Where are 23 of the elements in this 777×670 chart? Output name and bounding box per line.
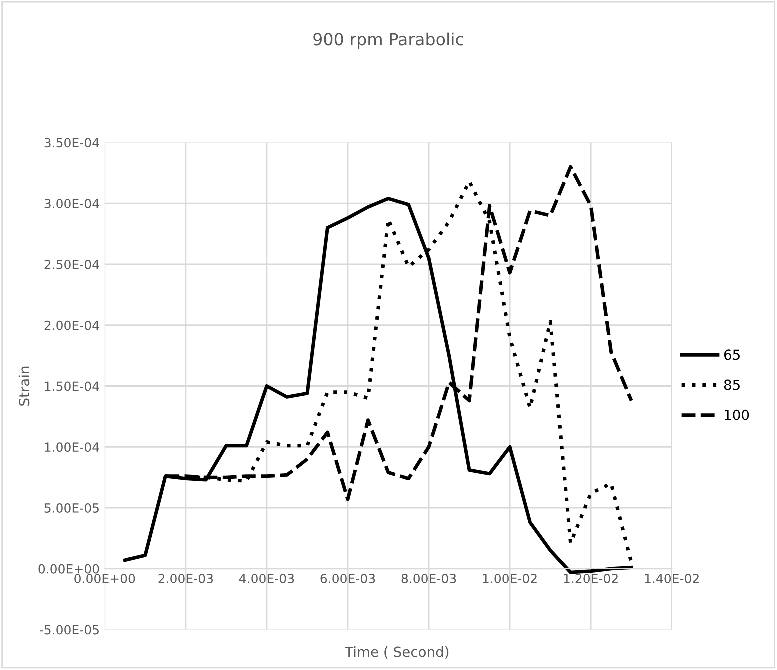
x-tick-label: 1.20E-02: [564, 574, 618, 584]
y-tick-label: 5.00E-05: [44, 504, 99, 513]
y-axis-title: Strain: [18, 366, 30, 406]
y-tick-label: 3.00E-04: [44, 199, 100, 209]
chart-title: 900 rpm Parabolic: [314, 32, 464, 49]
legend-label: 100: [725, 410, 750, 420]
legend-label: 65: [724, 350, 740, 360]
y-tick-label: 2.00E-04: [44, 320, 100, 330]
x-tick-label: 6.00E-03: [320, 574, 376, 584]
x-axis-title: Time ( Second): [345, 646, 449, 659]
y-tick-label: 2.50E-04: [44, 260, 100, 270]
y-tick-label: 1.00E-04: [45, 442, 100, 452]
legend-label: 85: [724, 380, 740, 390]
y-tick-label: -5.00E-05: [40, 625, 99, 635]
x-tick-label: 0.00E+00: [74, 574, 136, 584]
y-tick-label: 0.00E+00: [38, 564, 100, 574]
x-tick-label: 1.40E-02: [645, 574, 699, 584]
y-tick-label: 3.50E-04: [44, 138, 100, 148]
x-tick-label: 2.00E-03: [158, 574, 213, 584]
x-tick-label: 8.00E-03: [402, 574, 456, 584]
x-tick-label: 1.00E-02: [483, 574, 537, 584]
y-tick-label: 1.50E-04: [45, 382, 100, 392]
x-tick-label: 4.00E-03: [239, 574, 294, 584]
